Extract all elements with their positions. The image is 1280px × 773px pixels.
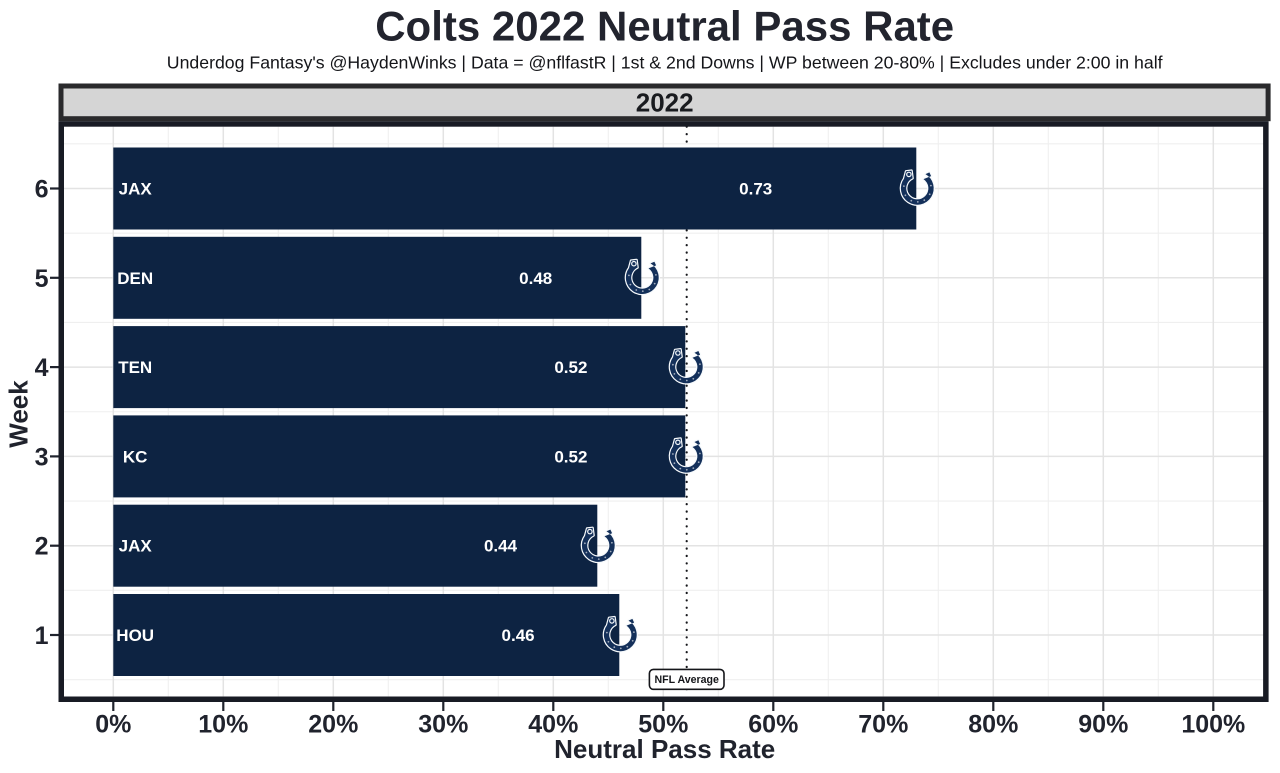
svg-text:10%: 10% bbox=[198, 710, 248, 738]
svg-text:100%: 100% bbox=[1181, 710, 1245, 738]
svg-text:0.52: 0.52 bbox=[554, 447, 587, 466]
svg-text:40%: 40% bbox=[528, 710, 578, 738]
svg-text:60%: 60% bbox=[748, 710, 798, 738]
svg-text:NFL Average: NFL Average bbox=[655, 674, 719, 686]
svg-text:5: 5 bbox=[35, 265, 49, 293]
svg-text:3: 3 bbox=[35, 443, 49, 471]
svg-text:50%: 50% bbox=[638, 710, 688, 738]
svg-text:KC: KC bbox=[123, 447, 148, 466]
svg-text:Underdog Fantasy's @HaydenWink: Underdog Fantasy's @HaydenWinks | Data =… bbox=[167, 53, 1163, 73]
svg-text:JAX: JAX bbox=[119, 537, 153, 556]
svg-text:70%: 70% bbox=[858, 710, 908, 738]
svg-text:Colts 2022 Neutral Pass Rate: Colts 2022 Neutral Pass Rate bbox=[375, 3, 954, 50]
svg-text:6: 6 bbox=[35, 176, 49, 204]
svg-text:0.44: 0.44 bbox=[484, 537, 518, 556]
svg-text:0%: 0% bbox=[95, 710, 131, 738]
svg-text:1: 1 bbox=[35, 622, 49, 650]
svg-text:DEN: DEN bbox=[117, 269, 153, 288]
svg-text:0.46: 0.46 bbox=[502, 626, 535, 645]
svg-text:Week: Week bbox=[4, 380, 34, 448]
svg-text:HOU: HOU bbox=[116, 626, 154, 645]
svg-text:20%: 20% bbox=[308, 710, 358, 738]
svg-text:Neutral Pass Rate: Neutral Pass Rate bbox=[554, 734, 775, 764]
svg-text:30%: 30% bbox=[418, 710, 468, 738]
svg-text:TEN: TEN bbox=[118, 358, 152, 377]
svg-text:0.48: 0.48 bbox=[519, 269, 552, 288]
svg-text:80%: 80% bbox=[968, 710, 1018, 738]
svg-text:4: 4 bbox=[35, 354, 49, 382]
svg-text:0.52: 0.52 bbox=[554, 358, 587, 377]
svg-text:2: 2 bbox=[35, 533, 49, 561]
svg-text:0.73: 0.73 bbox=[739, 180, 772, 199]
svg-text:2022: 2022 bbox=[636, 88, 694, 118]
svg-text:JAX: JAX bbox=[119, 180, 153, 199]
svg-text:90%: 90% bbox=[1078, 710, 1128, 738]
